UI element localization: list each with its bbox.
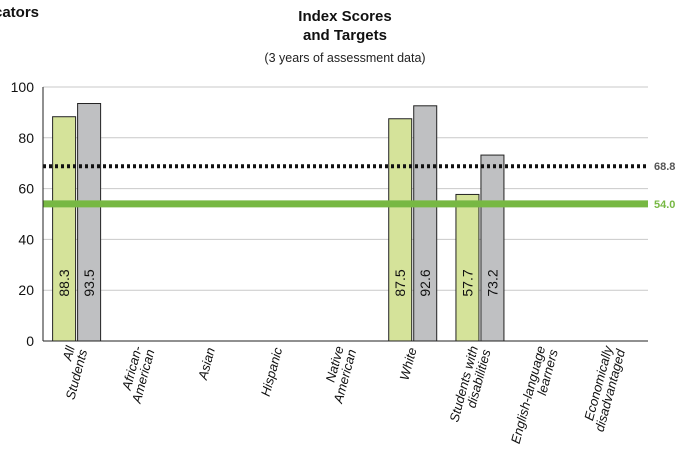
x-category-label: AllStudents: [50, 343, 91, 401]
y-tick-label: 80: [18, 130, 34, 146]
y-tick-label: 60: [18, 181, 34, 197]
data-label: 88.3: [56, 269, 72, 296]
chart-title-line-1: Index Scores: [298, 8, 392, 25]
bar: [455, 193, 480, 342]
bar: [413, 105, 438, 342]
bar: [77, 103, 102, 342]
y-tick-label: 100: [11, 79, 35, 95]
x-category-label: Asian: [195, 346, 218, 382]
x-category-label: White: [397, 346, 420, 382]
reference-line-label: 68.8: [654, 161, 675, 173]
bar: [52, 116, 77, 342]
chart-title-line-2: and Targets: [303, 27, 387, 44]
y-tick-label: 40: [18, 231, 34, 247]
bar: [480, 154, 505, 342]
reference-line-label: 54.0: [654, 199, 675, 211]
x-category-label: Hispanic: [258, 345, 286, 398]
y-tick-label: 0: [26, 333, 34, 349]
section-heading: cators: [0, 4, 40, 21]
bar: [388, 118, 413, 342]
chart-subtitle: (3 years of assessment data): [264, 51, 426, 65]
x-category-label: Students withdisabilities: [446, 344, 493, 427]
y-tick-label: 20: [18, 282, 34, 298]
x-category-label: NativeAmerican: [318, 344, 360, 405]
data-label: 93.5: [81, 269, 97, 296]
data-label: 73.2: [484, 269, 500, 296]
data-label: 87.5: [392, 269, 408, 296]
x-category-label: Economicallydisadvantaged: [579, 343, 628, 433]
data-label: 57.7: [459, 269, 475, 296]
x-category-label: English-languagelearners: [508, 344, 561, 449]
data-label: 92.6: [417, 269, 433, 296]
x-category-label: African-American: [116, 344, 158, 406]
